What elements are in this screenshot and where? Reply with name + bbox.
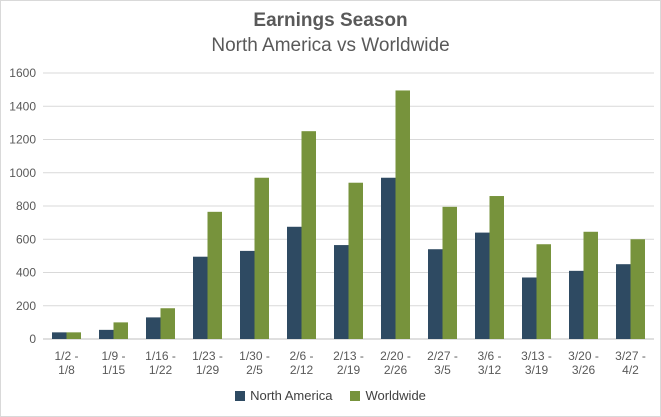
legend-swatch-north-america: [235, 391, 246, 401]
bar-north-america: [146, 317, 161, 339]
bar-north-america: [428, 249, 443, 339]
x-tick-label: 2/19: [337, 363, 361, 377]
x-tick-label: 3/13 -: [521, 349, 552, 363]
y-tick-label: 0: [29, 332, 36, 346]
bar-worldwide: [395, 90, 410, 340]
x-tick-label: 1/9 -: [101, 349, 125, 363]
bar-worldwide: [583, 231, 598, 339]
y-axis-ticks: 0 200 400 600 800 1000 1200 1400 1600: [9, 66, 36, 346]
bar-worldwide: [536, 244, 551, 339]
x-tick-label: 2/20 -: [380, 349, 411, 363]
x-tick-label: 2/6 -: [289, 349, 313, 363]
x-axis-ticks: 1/2 -1/8 1/9 -1/15 1/16 -1/22 1/23 -1/29 1/3…: [54, 349, 645, 377]
bar-worldwide: [66, 332, 81, 339]
chart-title: Earnings Season: [253, 10, 408, 31]
x-tick-label: 2/26: [384, 363, 408, 377]
legend-label-worldwide: Worldwide: [365, 388, 426, 403]
bar-worldwide: [630, 239, 645, 339]
x-tick-label: 1/22: [149, 363, 173, 377]
x-tick-label: 3/26: [572, 363, 596, 377]
legend-label-north-america: North America: [250, 388, 333, 403]
y-tick-label: 1600: [9, 66, 36, 80]
bar-worldwide: [207, 211, 222, 339]
y-tick-label: 200: [16, 299, 36, 313]
bar-worldwide: [301, 131, 316, 339]
x-tick-label: 3/20 -: [568, 349, 599, 363]
x-tick-label: 3/12: [478, 363, 502, 377]
bar-worldwide: [160, 308, 175, 339]
x-tick-label: 2/27 -: [427, 349, 458, 363]
y-tick-label: 600: [16, 232, 36, 246]
x-tick-label: 3/6 -: [477, 349, 501, 363]
bar-worldwide: [254, 177, 269, 339]
legend: North America Worldwide: [1, 388, 660, 404]
x-tick-label: 3/19: [525, 363, 549, 377]
bar-north-america: [99, 329, 114, 339]
x-tick-label: 1/30 -: [239, 349, 270, 363]
y-tick-label: 400: [16, 266, 36, 280]
bar-north-america: [569, 270, 584, 339]
bar-worldwide: [348, 182, 363, 339]
y-tick-label: 1200: [9, 133, 36, 147]
x-tick-label: 4/2: [622, 363, 639, 377]
chart-subtitle: North America vs Worldwide: [211, 35, 450, 56]
bar-north-america: [522, 277, 537, 339]
x-tick-label: 1/23 -: [192, 349, 223, 363]
x-tick-label: 2/13 -: [333, 349, 364, 363]
bar-north-america: [240, 250, 255, 339]
bar-worldwide: [442, 206, 457, 339]
bar-north-america: [475, 232, 490, 339]
x-tick-label: 1/29: [196, 363, 220, 377]
legend-item-north-america: North America: [235, 388, 332, 404]
y-tick-label: 1400: [9, 99, 36, 113]
bar-north-america: [334, 245, 349, 339]
y-tick-label: 800: [16, 199, 36, 213]
gridlines: [43, 72, 654, 340]
x-tick-label: 1/2 -: [54, 349, 78, 363]
x-tick-label: 1/16 -: [145, 349, 176, 363]
legend-swatch-worldwide: [350, 391, 361, 401]
bar-worldwide: [113, 322, 128, 340]
x-tick-label: 2/5: [246, 363, 263, 377]
bar-north-america: [381, 177, 396, 339]
bar-north-america: [616, 264, 631, 339]
legend-item-worldwide: Worldwide: [350, 388, 426, 404]
bar-worldwide: [489, 196, 504, 339]
x-tick-label: 3/5: [434, 363, 451, 377]
x-tick-label: 3/27 -: [615, 349, 646, 363]
bar-north-america: [287, 226, 302, 339]
bars: [52, 90, 645, 340]
x-tick-label: 2/12: [290, 363, 314, 377]
x-tick-label: 1/8: [58, 363, 75, 377]
x-tick-label: 1/15: [102, 363, 126, 377]
bar-north-america: [52, 332, 67, 339]
bar-north-america: [193, 256, 208, 339]
y-tick-label: 1000: [9, 166, 36, 180]
